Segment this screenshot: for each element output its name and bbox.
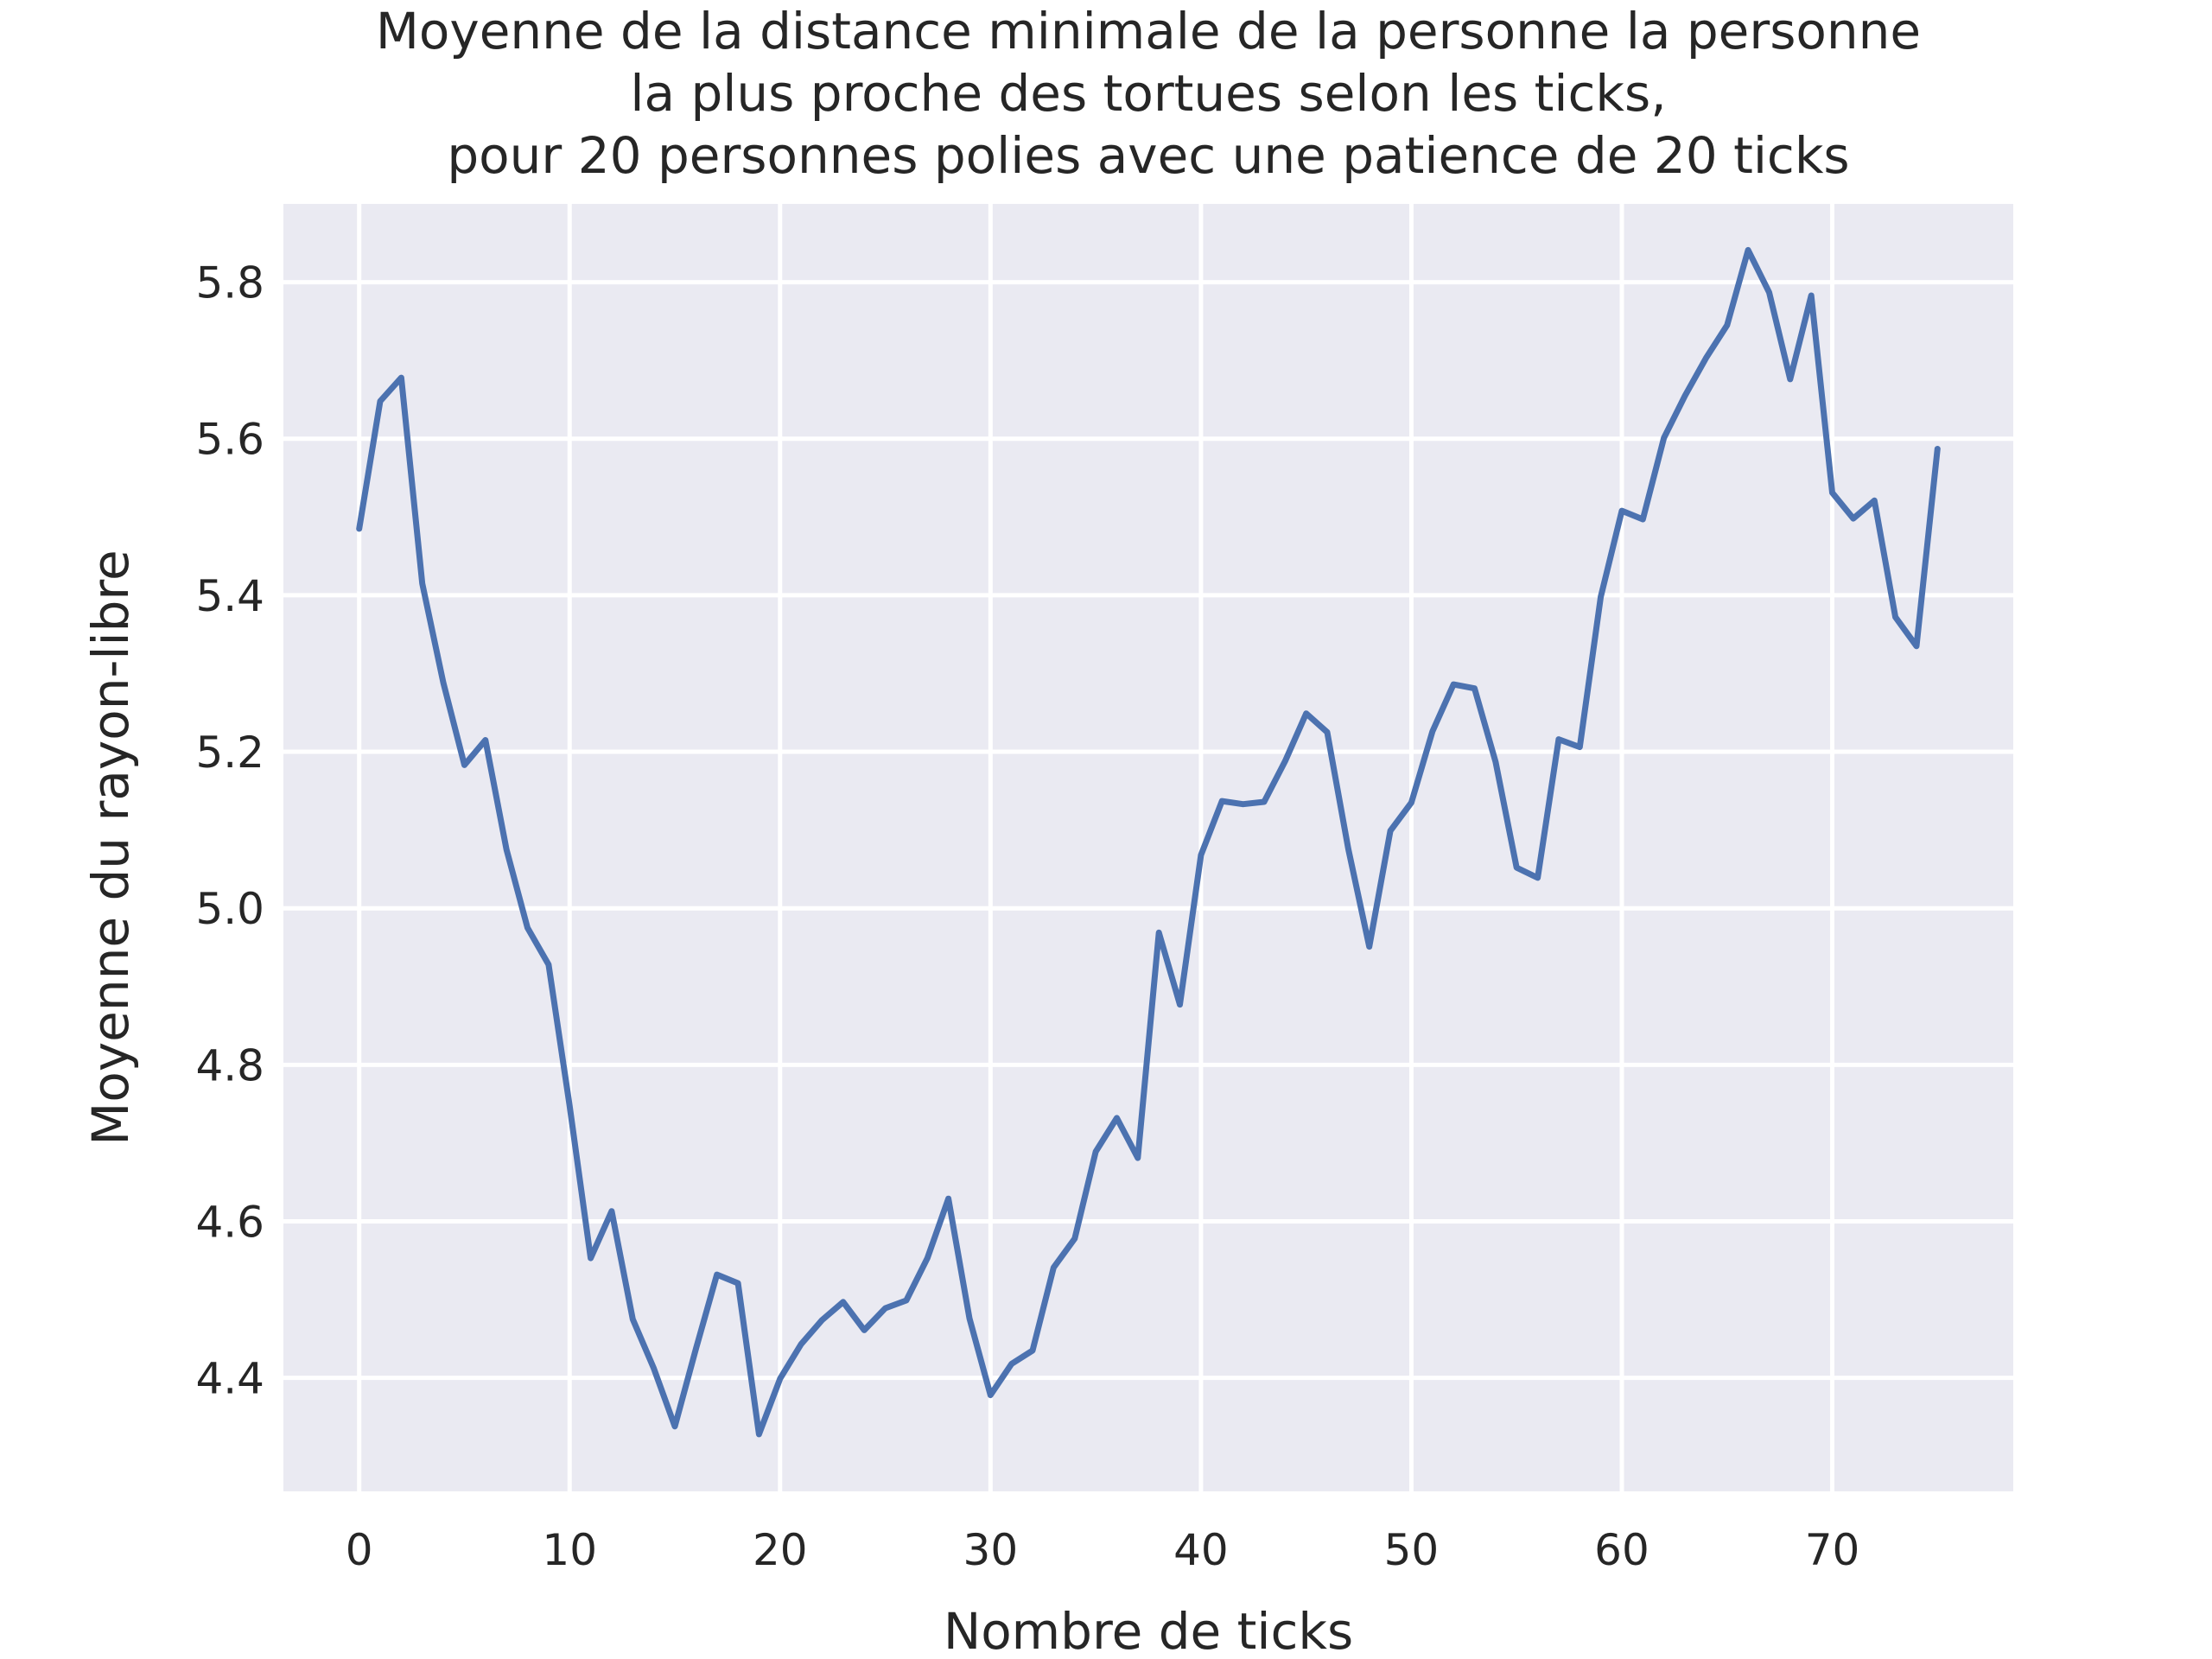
series-line <box>356 246 1941 1438</box>
chart-title-line-1: Moyenne de la distance minimale de la pe… <box>376 2 1921 60</box>
y-tick-label: 5.6 <box>195 415 264 465</box>
plot-area <box>283 204 2013 1491</box>
x-tick-label: 70 <box>1805 1525 1860 1575</box>
x-tick-label: 10 <box>542 1525 597 1575</box>
series-layer <box>356 246 1941 1438</box>
y-tick-label: 5.4 <box>195 571 264 621</box>
chart-title-line-3: pour 20 personnes polies avec une patien… <box>447 126 1849 185</box>
x-tick-label: 20 <box>753 1525 808 1575</box>
y-grid <box>283 280 2013 1381</box>
x-tick-labels: 0 10 20 30 40 50 60 70 <box>346 1525 1860 1575</box>
x-tick-label: 0 <box>346 1525 373 1575</box>
y-axis-label: Moyenne du rayon-libre <box>81 550 140 1145</box>
x-axis-label: Nombre de ticks <box>944 1602 1353 1659</box>
y-tick-label: 4.8 <box>195 1040 264 1090</box>
x-tick-label: 40 <box>1173 1525 1229 1575</box>
y-tick-label: 5.0 <box>195 884 264 934</box>
y-tick-label: 4.4 <box>195 1354 264 1404</box>
y-tick-label: 5.8 <box>195 258 264 308</box>
y-tick-label: 4.6 <box>195 1198 264 1248</box>
x-tick-label: 30 <box>963 1525 1019 1575</box>
chart-title-line-2: la plus proche des tortues selon les tic… <box>630 64 1666 123</box>
y-tick-label: 5.2 <box>195 728 264 778</box>
x-tick-label: 60 <box>1594 1525 1649 1575</box>
x-tick-label: 50 <box>1384 1525 1440 1575</box>
y-tick-labels: 4.4 4.6 4.8 5.0 5.2 5.4 5.6 5.8 <box>195 258 264 1404</box>
chart-title: Moyenne de la distance minimale de la pe… <box>376 2 1921 185</box>
